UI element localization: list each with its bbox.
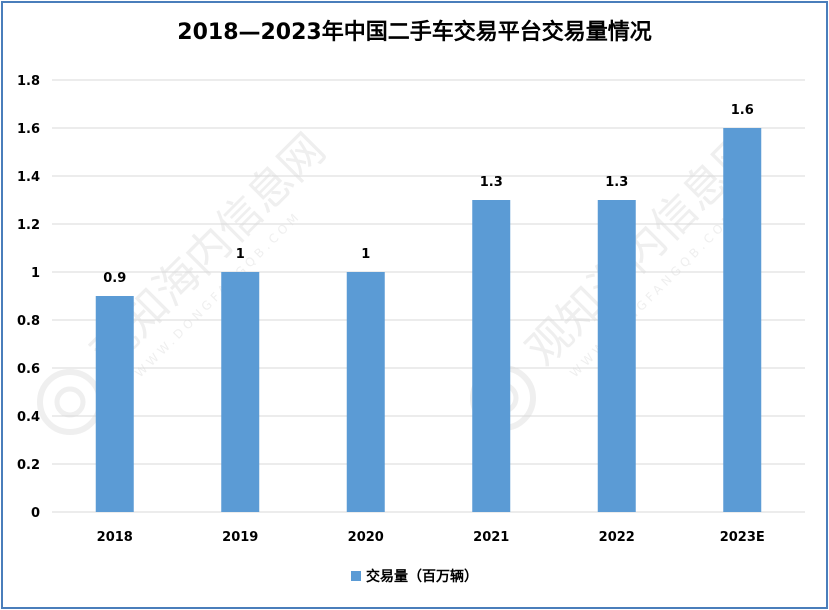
bar [221,272,260,512]
x-tick-label: 2018 [97,530,133,545]
y-tick-label: 0.2 [17,458,40,473]
data-label: 1 [361,247,370,262]
x-tick-label: 2021 [473,530,509,545]
data-label: 1.6 [731,103,754,118]
y-tick-label: 0.4 [17,410,40,425]
y-tick-label: 1.2 [17,218,40,233]
bar [346,272,385,512]
bar [472,200,511,512]
legend: 交易量（百万辆） [0,566,829,586]
x-tick-label: 2019 [222,530,258,545]
y-tick-label: 0 [31,506,40,521]
y-tick-label: 1.6 [17,122,40,137]
y-tick-label: 0.6 [17,362,40,377]
x-tick-label: 2020 [348,530,384,545]
legend-swatch [351,571,361,581]
y-tick-label: 1.8 [17,74,40,89]
data-label: 1.3 [480,175,503,190]
data-label: 0.9 [103,271,126,286]
x-tick-label: 2022 [599,530,635,545]
bar [723,128,762,512]
y-tick-label: 0.8 [17,314,40,329]
x-tick-label: 2023E [720,530,765,545]
bar [95,296,134,512]
bar [597,200,636,512]
data-label: 1.3 [605,175,628,190]
legend-label: 交易量（百万辆） [366,569,478,585]
y-tick-label: 1 [31,266,40,281]
y-tick-label: 1.4 [17,170,40,185]
chart-title: 2018—2023年中国二手车交易平台交易量情况 [177,20,652,45]
data-label: 1 [236,247,245,262]
